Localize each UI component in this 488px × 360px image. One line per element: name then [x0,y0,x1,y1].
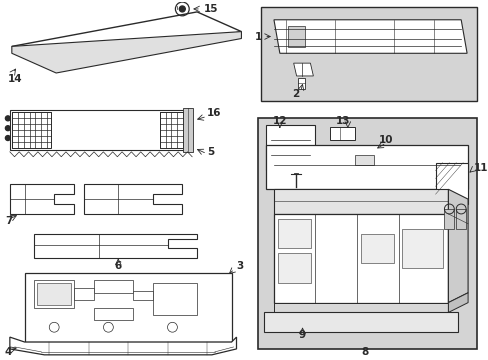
Polygon shape [29,49,93,66]
Polygon shape [273,303,447,312]
Polygon shape [12,32,241,73]
Polygon shape [83,184,182,214]
Text: 3: 3 [236,261,243,271]
Text: 15: 15 [203,4,218,14]
Polygon shape [264,312,457,332]
Polygon shape [354,155,374,165]
Polygon shape [265,125,315,170]
Polygon shape [35,280,74,307]
Text: 6: 6 [114,261,122,271]
Polygon shape [24,273,231,342]
Polygon shape [273,189,447,214]
Polygon shape [258,118,476,349]
Text: 12: 12 [272,116,286,126]
Polygon shape [297,78,305,89]
Polygon shape [74,288,93,300]
Text: 2: 2 [291,89,299,99]
Polygon shape [401,229,443,268]
Text: 8: 8 [360,347,367,357]
Polygon shape [93,307,133,320]
Polygon shape [455,209,465,229]
Polygon shape [265,145,467,189]
Text: 7: 7 [5,216,12,226]
Polygon shape [10,111,192,150]
Polygon shape [152,283,197,315]
Polygon shape [360,234,393,263]
Polygon shape [277,219,311,248]
Polygon shape [183,108,193,152]
Circle shape [5,116,10,121]
Polygon shape [261,7,476,100]
Polygon shape [10,337,236,355]
Polygon shape [447,189,467,303]
Polygon shape [444,209,453,229]
Polygon shape [273,20,466,53]
Polygon shape [10,184,74,214]
Polygon shape [435,163,467,204]
Polygon shape [329,127,354,140]
Text: 10: 10 [378,135,393,145]
Text: 13: 13 [335,116,349,126]
Text: 9: 9 [298,330,305,340]
Text: 4: 4 [5,347,12,357]
Polygon shape [273,214,447,303]
Text: 5: 5 [206,147,214,157]
Polygon shape [447,293,467,312]
Text: 1: 1 [254,32,261,41]
Circle shape [5,136,10,140]
Circle shape [5,126,10,131]
Polygon shape [93,280,133,293]
Circle shape [179,6,185,12]
Text: 16: 16 [206,108,221,118]
Polygon shape [287,26,305,48]
Polygon shape [35,234,197,258]
Text: 14: 14 [8,74,22,84]
Polygon shape [12,12,241,66]
Text: 11: 11 [473,163,488,172]
Polygon shape [133,291,152,300]
Polygon shape [38,283,71,305]
Polygon shape [293,63,313,76]
Polygon shape [277,253,311,283]
